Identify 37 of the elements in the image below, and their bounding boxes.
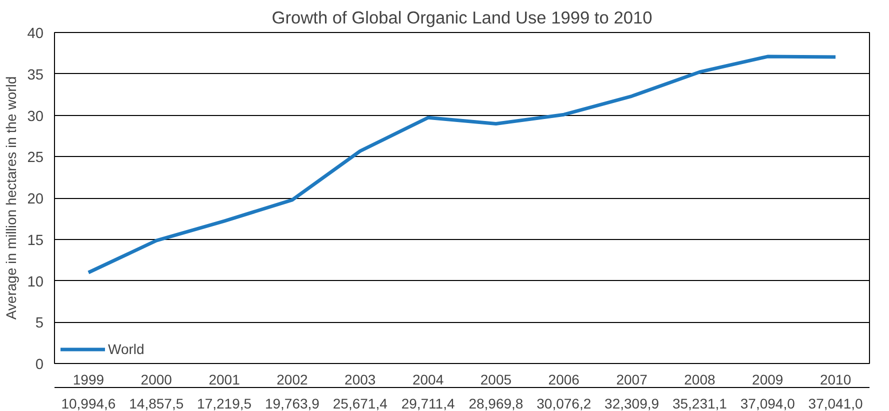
legend-label: World <box>108 341 144 357</box>
chart-title: Growth of Global Organic Land Use 1999 to 2010 <box>272 8 652 28</box>
data-label: 35,231,1 <box>672 396 728 411</box>
data-label: 30,076,2 <box>536 396 592 411</box>
y-tick-label: 10 <box>27 274 44 290</box>
y-tick-label: 20 <box>27 192 44 208</box>
x-tick-label: 1999 <box>72 372 104 388</box>
data-label: 25,671,4 <box>332 396 388 411</box>
data-label: 32,309,9 <box>604 396 660 411</box>
y-tick-label: 15 <box>27 232 44 249</box>
y-tick-label: 40 <box>27 26 44 42</box>
x-tick-label: 2003 <box>344 372 376 388</box>
x-tick-label: 2004 <box>412 372 444 388</box>
x-tick-label: 2000 <box>140 372 172 388</box>
y-tick-label: 30 <box>27 108 44 125</box>
x-tick-label: 2005 <box>480 372 512 388</box>
y-tick-label: 5 <box>35 316 44 332</box>
data-label: 19,763,9 <box>264 396 320 411</box>
x-tick-label: 2010 <box>820 372 852 388</box>
x-tick-label: 2007 <box>616 372 648 388</box>
y-tick-label: 0 <box>35 357 44 373</box>
x-tick-label: 2002 <box>276 372 308 388</box>
data-label: 28,969,8 <box>468 396 524 411</box>
x-tick-label: 2001 <box>208 372 240 388</box>
y-axis-title: Average in million hectares in the world <box>3 76 20 320</box>
y-tick-label: 25 <box>27 150 44 166</box>
data-label: 14,857,5 <box>129 396 184 411</box>
data-label: 37,094,0 <box>740 396 796 411</box>
y-tick-label: 35 <box>27 67 44 84</box>
line-series <box>86 54 838 274</box>
data-label: 37,041,0 <box>808 396 864 411</box>
x-tick-label: 2009 <box>752 372 784 388</box>
x-tick-label: 2006 <box>548 372 580 388</box>
data-label: 29,711,4 <box>401 396 455 411</box>
data-label: 17,219,5 <box>197 396 252 411</box>
data-label: 10,994,6 <box>61 396 116 411</box>
x-tick-label: 2008 <box>684 372 716 388</box>
